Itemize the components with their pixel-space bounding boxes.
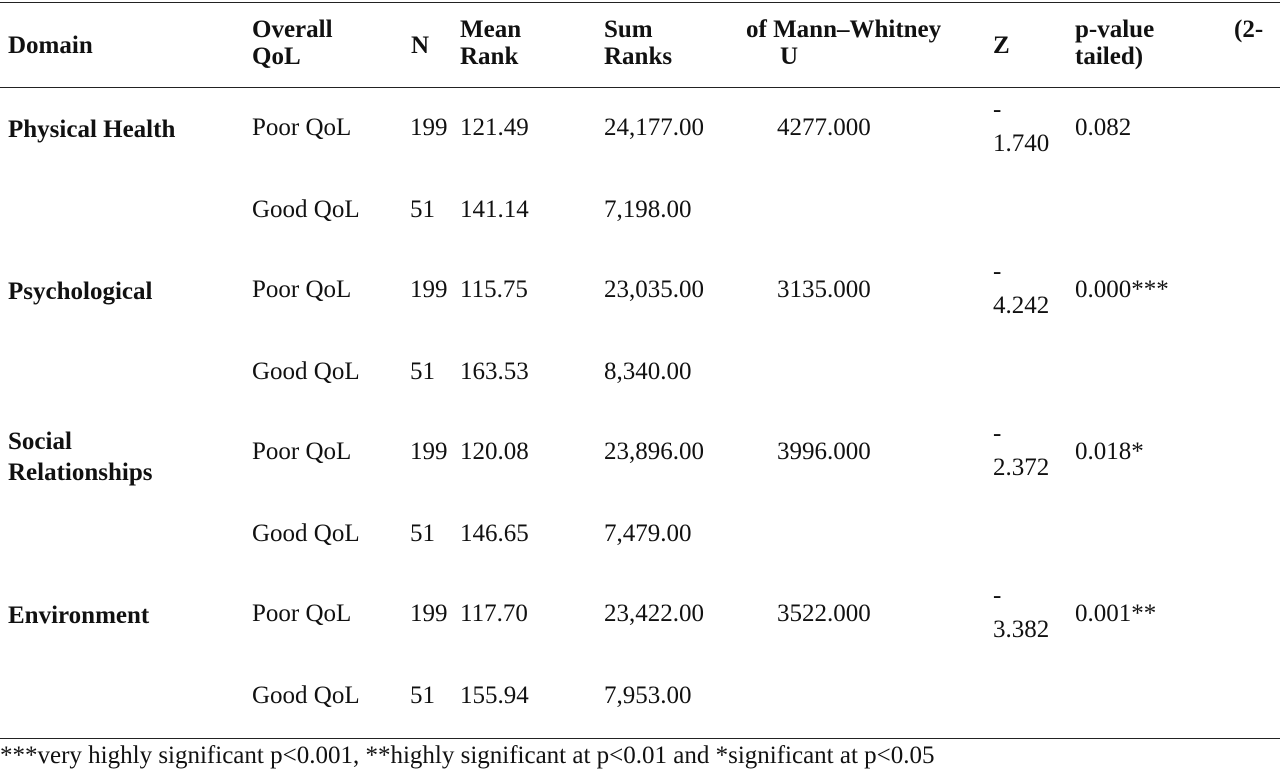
- table-bottom-rule: [0, 738, 1280, 739]
- domain-label: Physical Health: [8, 114, 175, 145]
- cell-overall-qol: Poor QoL: [252, 276, 352, 303]
- cell-mean-rank: 120.08: [460, 438, 529, 465]
- header-p-value-tailed: tailed): [1075, 43, 1144, 70]
- domain-label: Psychological: [8, 276, 152, 307]
- cell-overall-qol: Good QoL: [252, 196, 360, 223]
- header-overall-qol: Overall QoL: [252, 16, 333, 70]
- header-mann-whitney-line1: of Mann–Whitney: [746, 16, 942, 43]
- header-overall-qol-line2: QoL: [252, 43, 301, 70]
- cell-mann-whitney-u: 3135.000: [777, 276, 871, 303]
- cell-n: 199: [410, 438, 448, 465]
- cell-n: 199: [410, 114, 448, 141]
- cell-p-value: 0.082: [1075, 114, 1132, 141]
- header-overall-qol-line1: Overall: [252, 16, 333, 43]
- cell-overall-qol: Poor QoL: [252, 438, 352, 465]
- cell-mann-whitney-u: 4277.000: [777, 114, 871, 141]
- header-mean-rank-line1: Mean: [460, 16, 522, 43]
- header-mann-whitney-line2: U: [780, 43, 799, 70]
- cell-n: 51: [410, 682, 435, 709]
- domain-label: Social Relationships: [8, 426, 152, 488]
- domain-label: Environment: [8, 600, 149, 631]
- header-mann-whitney: of Mann–Whitney U: [746, 16, 941, 70]
- domain-label-line: Psychological: [8, 278, 153, 305]
- cell-overall-qol: Good QoL: [252, 358, 360, 385]
- cell-overall-qol: Poor QoL: [252, 600, 352, 627]
- cell-p-value: 0.001**: [1075, 600, 1157, 627]
- cell-mean-rank: 141.14: [460, 196, 529, 223]
- header-sum-ranks: Sum Ranks: [604, 16, 672, 70]
- cell-mean-rank: 121.49: [460, 114, 529, 141]
- domain-label-line: Social: [8, 428, 72, 455]
- cell-z-sign: -: [993, 582, 1002, 609]
- cell-mean-rank: 117.70: [460, 600, 528, 627]
- cell-sum-ranks: 23,896.00: [604, 438, 704, 465]
- cell-z-sign: -: [993, 420, 1002, 447]
- header-mean-rank: Mean Rank: [460, 16, 521, 70]
- cell-sum-ranks: 7,479.00: [604, 520, 692, 547]
- header-p-value: p-value: [1075, 16, 1155, 43]
- cell-p-value: 0.018*: [1075, 438, 1144, 465]
- header-domain: Domain: [8, 32, 93, 59]
- cell-z-sign: -: [993, 258, 1002, 285]
- cell-n: 199: [410, 276, 448, 303]
- cell-overall-qol: Good QoL: [252, 682, 360, 709]
- cell-z-value: 1.740: [993, 130, 1050, 157]
- cell-sum-ranks: 7,198.00: [604, 196, 692, 223]
- cell-sum-ranks: 8,340.00: [604, 358, 692, 385]
- cell-mean-rank: 155.94: [460, 682, 529, 709]
- table-header-rule: [0, 87, 1280, 88]
- cell-mean-rank: 115.75: [460, 276, 528, 303]
- table-footnote: ***very highly significant p<0.001, **hi…: [0, 742, 935, 769]
- cell-mean-rank: 163.53: [460, 358, 529, 385]
- header-mean-rank-line2: Rank: [460, 43, 519, 70]
- header-p-value-2: (2-: [1234, 16, 1264, 43]
- cell-n: 51: [410, 520, 435, 547]
- cell-mann-whitney-u: 3522.000: [777, 600, 871, 627]
- cell-p-value: 0.000***: [1075, 276, 1169, 303]
- domain-label-line: Environment: [8, 602, 150, 629]
- cell-n: 51: [410, 358, 435, 385]
- cell-mean-rank: 146.65: [460, 520, 529, 547]
- domain-label-line: Physical Health: [8, 116, 176, 143]
- header-z: Z: [993, 32, 1010, 59]
- cell-n: 199: [410, 600, 448, 627]
- header-sum-ranks-line1: Sum: [604, 16, 653, 43]
- cell-z-value: 3.382: [993, 616, 1050, 643]
- header-sum-ranks-line2: Ranks: [604, 43, 673, 70]
- cell-overall-qol: Good QoL: [252, 520, 360, 547]
- cell-sum-ranks: 23,035.00: [604, 276, 704, 303]
- cell-z-value: 4.242: [993, 292, 1050, 319]
- cell-z-value: 2.372: [993, 454, 1050, 481]
- header-n: N: [411, 32, 430, 59]
- cell-sum-ranks: 23,422.00: [604, 600, 704, 627]
- cell-n: 51: [410, 196, 435, 223]
- cell-mann-whitney-u: 3996.000: [777, 438, 871, 465]
- domain-label-line: Relationships: [8, 459, 153, 486]
- cell-z-sign: -: [993, 96, 1002, 123]
- table-top-rule: [0, 2, 1280, 3]
- cell-overall-qol: Poor QoL: [252, 114, 352, 141]
- cell-sum-ranks: 7,953.00: [604, 682, 692, 709]
- cell-sum-ranks: 24,177.00: [604, 114, 704, 141]
